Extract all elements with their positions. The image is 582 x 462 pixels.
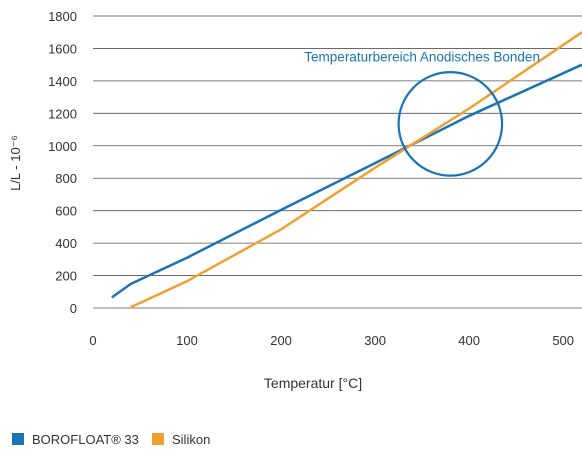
x-axis-ticks: 0 100 200 300 400 500 bbox=[89, 333, 574, 348]
y-tick-label: 1200 bbox=[48, 106, 77, 121]
y-tick-label: 400 bbox=[55, 236, 77, 251]
x-tick-label: 0 bbox=[89, 333, 96, 348]
y-tick-label: 800 bbox=[55, 171, 77, 186]
y-tick-label: 1400 bbox=[48, 74, 77, 89]
y-tick-label: 200 bbox=[55, 269, 77, 284]
y-tick-label: 1800 bbox=[48, 9, 77, 24]
y-axis-ticks: 0 200 400 600 800 1000 1200 1400 1600 1800 bbox=[48, 9, 77, 316]
annotation-text: Temperaturbereich Anodisches Bonden bbox=[304, 49, 540, 64]
legend-label: BOROFLOAT® 33 bbox=[32, 432, 139, 447]
y-tick-label: 1600 bbox=[48, 41, 77, 56]
legend: BOROFLOAT® 33 Silikon bbox=[12, 432, 210, 447]
y-axis-label: L/L - 10⁻⁶ bbox=[8, 135, 23, 191]
y-tick-label: 0 bbox=[70, 301, 77, 316]
x-axis-label: Temperatur [°C] bbox=[264, 375, 362, 391]
x-tick-label: 300 bbox=[364, 333, 386, 348]
y-tick-label: 600 bbox=[55, 204, 77, 219]
series-line-0 bbox=[111, 63, 582, 299]
highlight-circle bbox=[397, 71, 504, 177]
x-tick-label: 500 bbox=[552, 333, 574, 348]
x-tick-label: 200 bbox=[270, 333, 292, 348]
legend-swatch bbox=[12, 433, 24, 445]
x-tick-label: 400 bbox=[458, 333, 480, 348]
series-line-1 bbox=[130, 31, 582, 309]
grid bbox=[93, 15, 582, 309]
annotations: Temperaturbereich Anodisches Bonden bbox=[304, 49, 540, 177]
y-tick-label: 1000 bbox=[48, 139, 77, 154]
series-lines bbox=[111, 31, 582, 309]
x-tick-label: 100 bbox=[176, 333, 198, 348]
legend-swatch bbox=[152, 433, 164, 445]
legend-label: Silikon bbox=[172, 432, 210, 447]
